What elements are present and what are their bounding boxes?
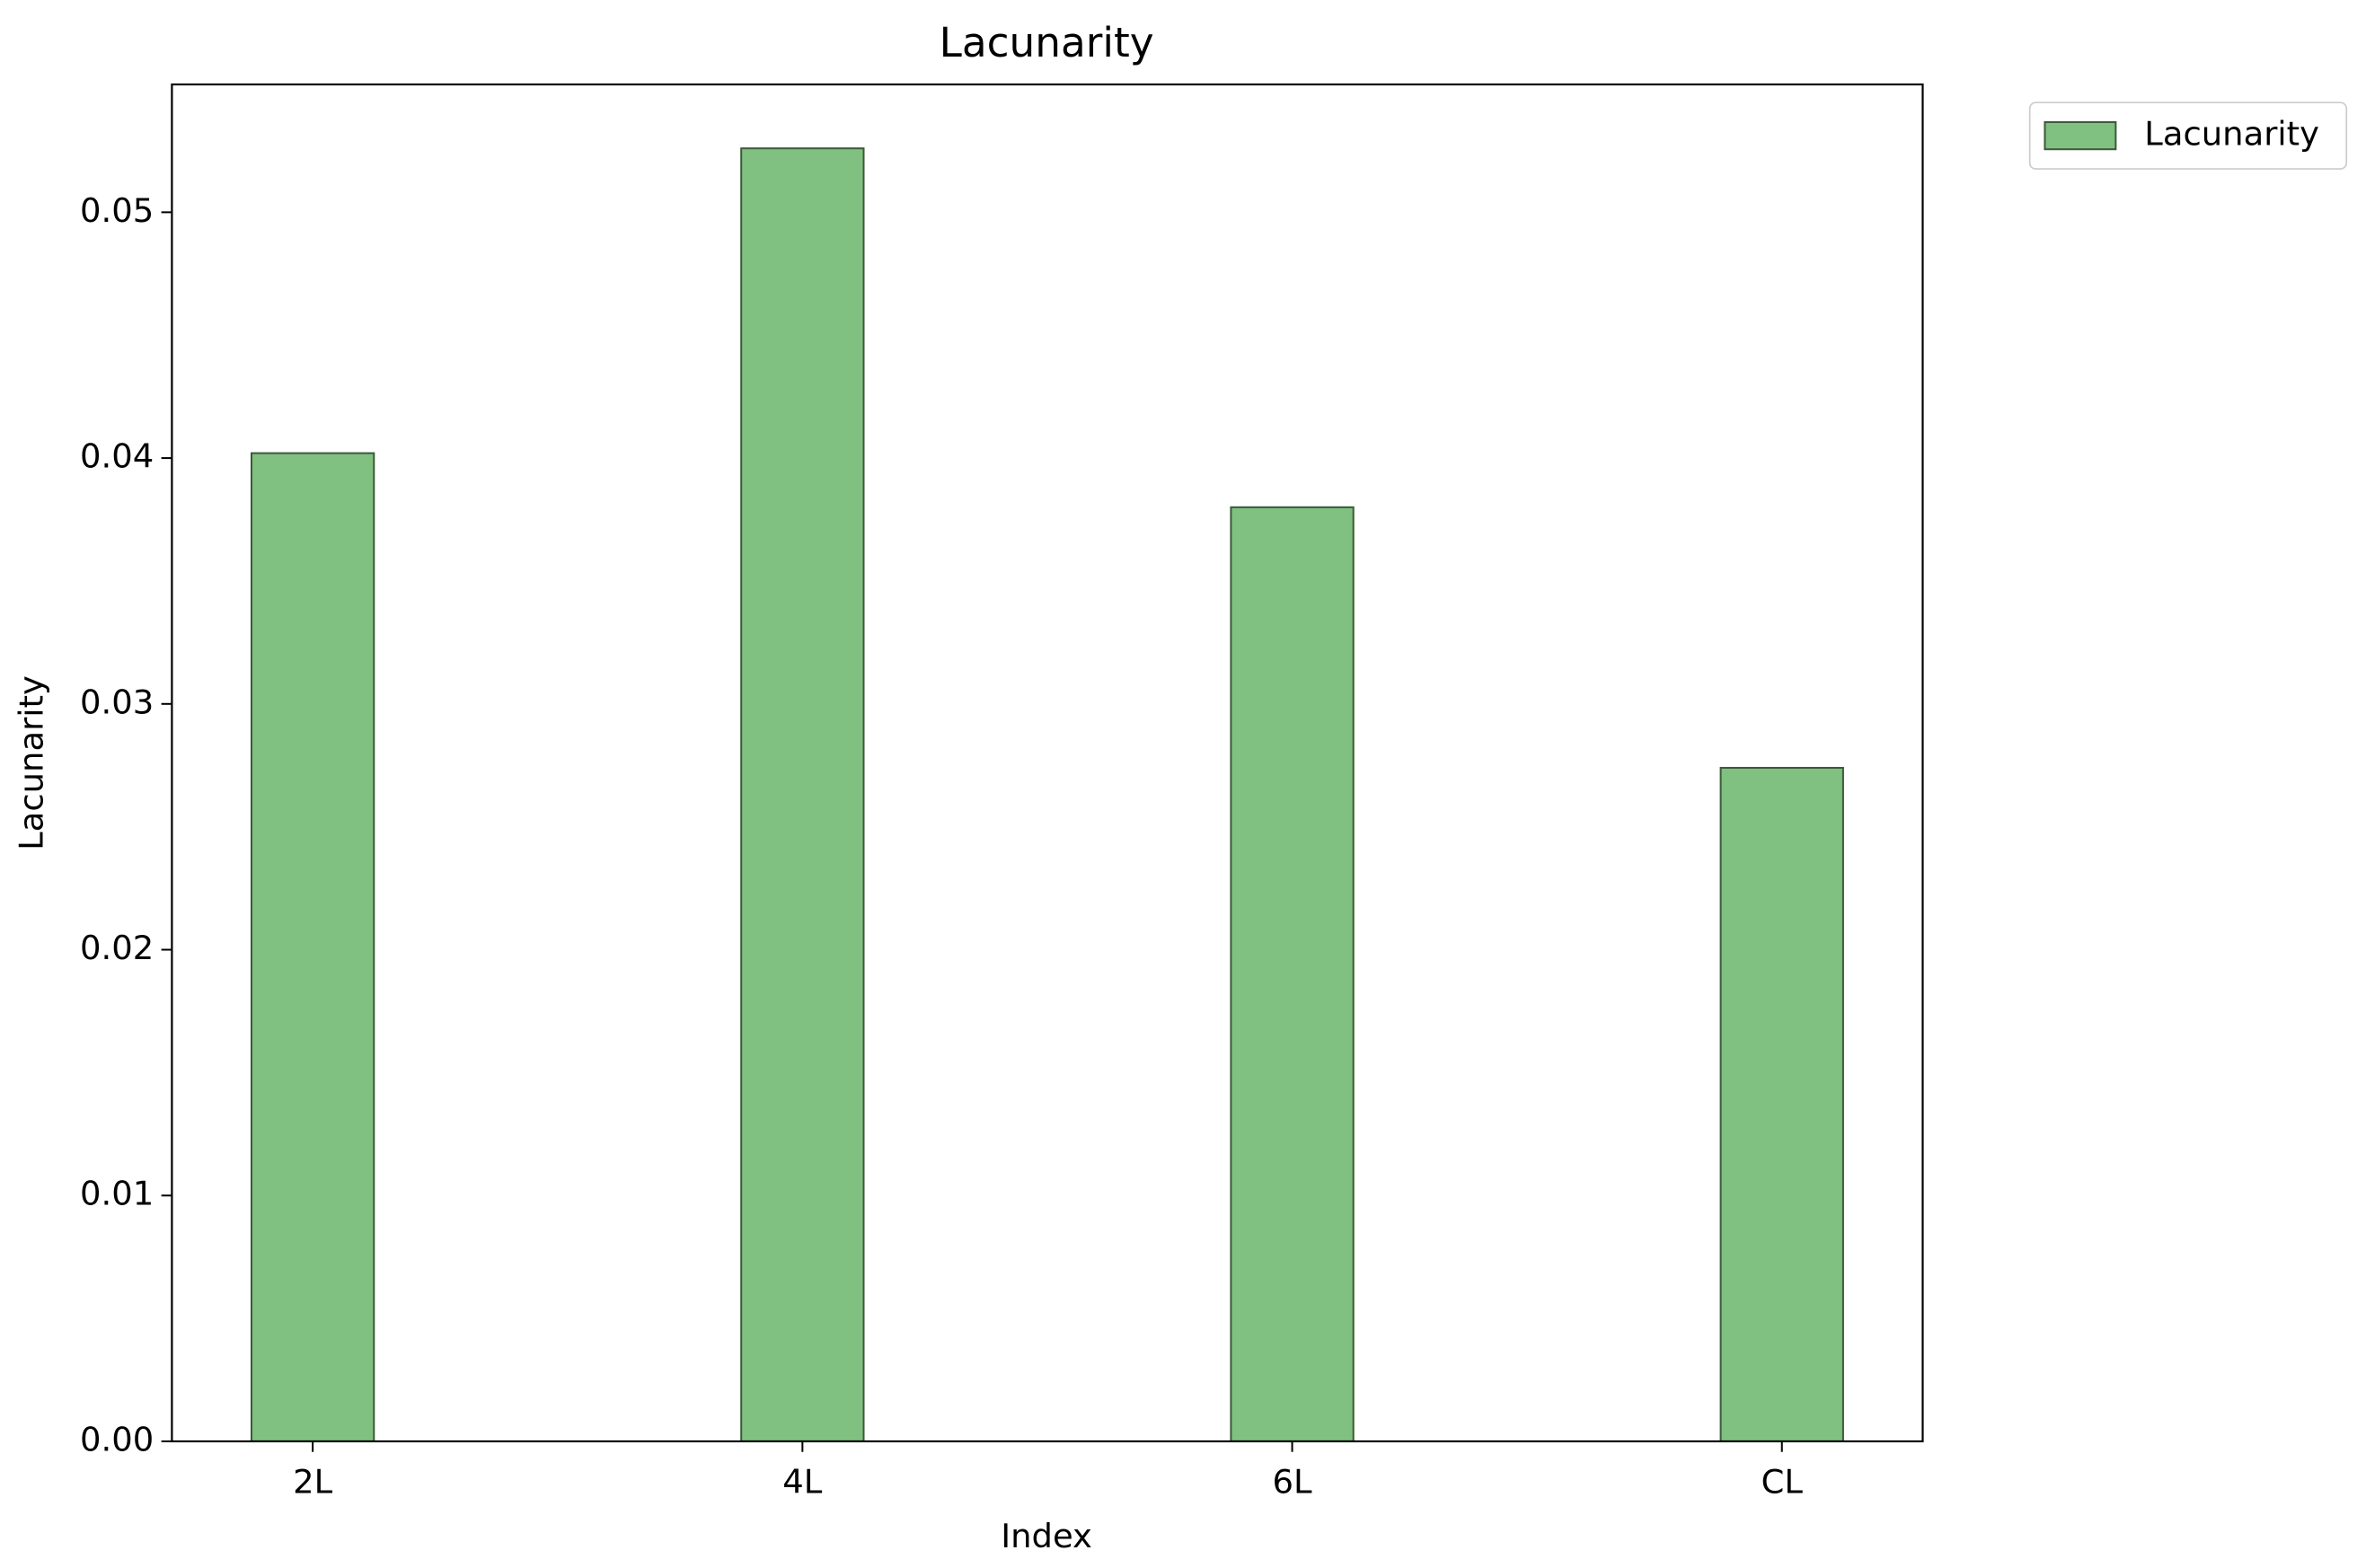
bar <box>740 147 865 1442</box>
legend-swatch <box>2044 120 2117 151</box>
x-tick-label: 4L <box>782 1462 822 1501</box>
bar <box>250 452 375 1442</box>
x-tick-label: 2L <box>293 1462 332 1501</box>
y-tick-label: 0.04 <box>80 437 154 476</box>
y-tick-label: 0.05 <box>80 191 154 230</box>
y-tick-label: 0.00 <box>80 1420 154 1458</box>
legend-box <box>2028 101 2348 170</box>
x-tick-label: 6L <box>1273 1462 1312 1501</box>
y-tick-label: 0.01 <box>80 1175 154 1213</box>
y-tick-label: 0.02 <box>80 929 154 967</box>
x-tick-label: CL <box>1761 1462 1804 1501</box>
bar <box>1230 506 1355 1442</box>
chart-title: Lacunarity <box>940 19 1154 66</box>
plot-frame <box>171 83 1924 1443</box>
x-axis-label: Index <box>1001 1517 1092 1555</box>
legend-label: Lacunarity <box>2144 115 2319 154</box>
bar <box>1719 766 1844 1442</box>
y-tick-label: 0.03 <box>80 683 154 721</box>
y-axis-label: Lacunarity <box>12 675 50 850</box>
